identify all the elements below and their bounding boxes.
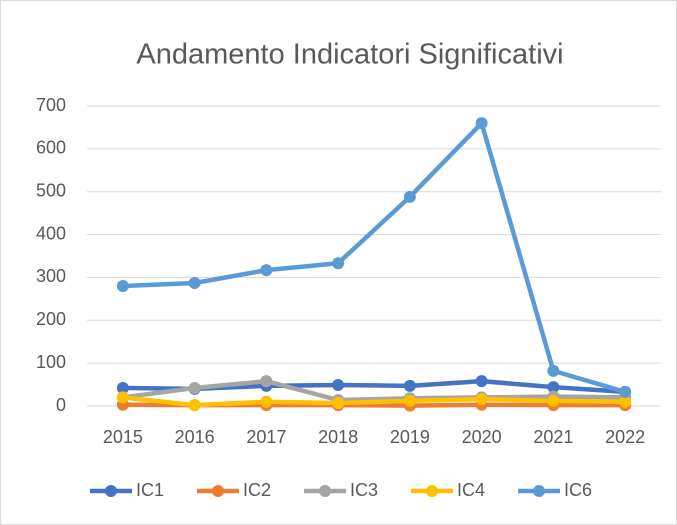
data-point — [403, 379, 416, 392]
y-tick-label: 0 — [56, 395, 66, 415]
x-tick-label: 2015 — [103, 427, 143, 447]
data-point — [475, 117, 488, 130]
x-tick-label: 2016 — [175, 427, 215, 447]
series-line — [122, 395, 626, 408]
x-tick-label: 2018 — [318, 427, 358, 447]
data-point — [116, 382, 129, 394]
legend-marker — [105, 485, 117, 497]
legend-marker — [426, 485, 438, 497]
x-tick-label: 2019 — [390, 427, 430, 447]
legend-label: IC4 — [457, 480, 485, 500]
data-point — [188, 382, 201, 394]
y-tick-label: 700 — [36, 95, 66, 115]
x-tick-label: 2021 — [533, 427, 573, 447]
legend-label: IC3 — [350, 480, 378, 500]
legend-marker — [533, 485, 545, 497]
y-tick-label: 100 — [36, 352, 66, 372]
data-point — [260, 375, 273, 388]
data-point — [547, 381, 560, 394]
x-tick-label: 2017 — [246, 427, 286, 447]
data-point — [547, 364, 560, 377]
data-point — [403, 394, 416, 407]
data-point — [116, 280, 129, 292]
data-point — [332, 257, 345, 270]
data-point — [260, 264, 273, 277]
data-point — [332, 379, 345, 391]
legend-label: IC2 — [243, 480, 271, 500]
y-tick-label: 600 — [36, 138, 66, 158]
data-point — [260, 395, 273, 408]
chart-title: Andamento Indicatori Significativi — [136, 39, 563, 71]
data-point — [547, 394, 560, 407]
data-point — [475, 393, 488, 406]
data-point — [188, 277, 201, 289]
y-tick-label: 300 — [36, 266, 66, 286]
x-tick-label: 2020 — [462, 427, 502, 447]
legend-marker — [319, 485, 331, 497]
data-point — [116, 391, 129, 404]
data-point — [403, 190, 416, 203]
data-point — [619, 385, 632, 398]
y-tick-label: 400 — [36, 223, 66, 243]
data-point — [475, 375, 488, 388]
legend-label: IC6 — [564, 480, 592, 500]
data-point — [188, 399, 201, 412]
y-tick-label: 200 — [36, 309, 66, 329]
legend-marker — [212, 485, 224, 497]
data-point — [332, 397, 345, 409]
series-line — [122, 378, 626, 403]
data-point — [619, 395, 632, 408]
x-tick-label: 2022 — [605, 427, 645, 447]
legend-label: IC1 — [136, 480, 164, 500]
series-line — [122, 120, 626, 395]
y-tick-label: 500 — [36, 180, 66, 200]
